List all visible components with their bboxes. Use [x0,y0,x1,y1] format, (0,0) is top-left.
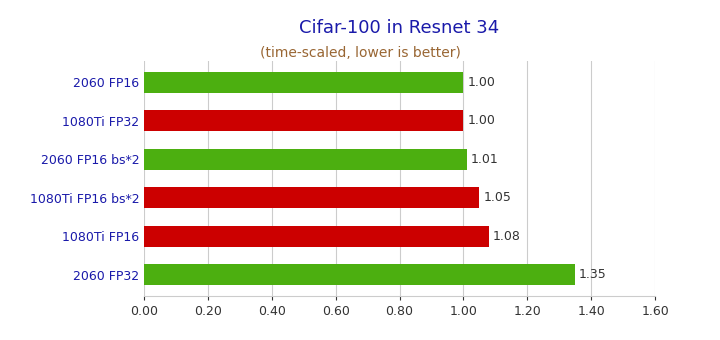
Title: Cifar-100 in Resnet 34: Cifar-100 in Resnet 34 [300,19,500,37]
Bar [144,264,575,285]
Bar [144,149,467,170]
Bar [144,187,480,208]
Text: 1.05: 1.05 [483,191,511,204]
Text: 1.35: 1.35 [579,268,607,281]
Text: (time-scaled, lower is better): (time-scaled, lower is better) [260,46,460,60]
Text: 1.01: 1.01 [471,153,498,166]
Bar [144,110,464,132]
Bar [144,225,489,247]
Bar [144,72,464,93]
Text: 1.00: 1.00 [467,76,495,89]
Text: 1.00: 1.00 [467,114,495,128]
Text: 1.08: 1.08 [493,230,521,243]
